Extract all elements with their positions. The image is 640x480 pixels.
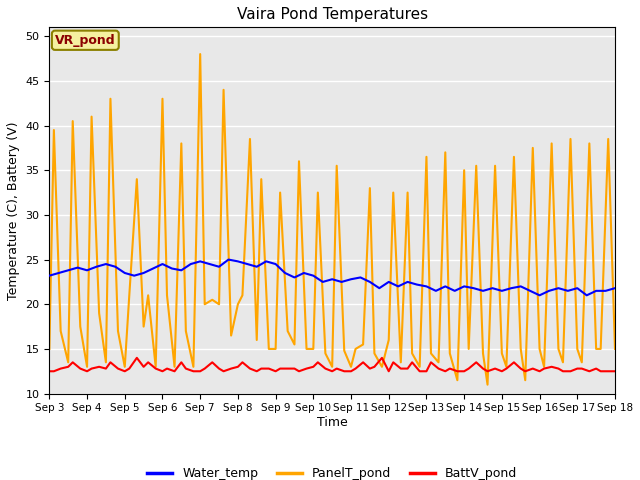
Text: VR_pond: VR_pond [55, 34, 116, 47]
Title: Vaira Pond Temperatures: Vaira Pond Temperatures [237, 7, 428, 22]
Y-axis label: Temperature (C), Battery (V): Temperature (C), Battery (V) [7, 121, 20, 300]
X-axis label: Time: Time [317, 416, 348, 429]
Legend: Water_temp, PanelT_pond, BattV_pond: Water_temp, PanelT_pond, BattV_pond [142, 462, 522, 480]
